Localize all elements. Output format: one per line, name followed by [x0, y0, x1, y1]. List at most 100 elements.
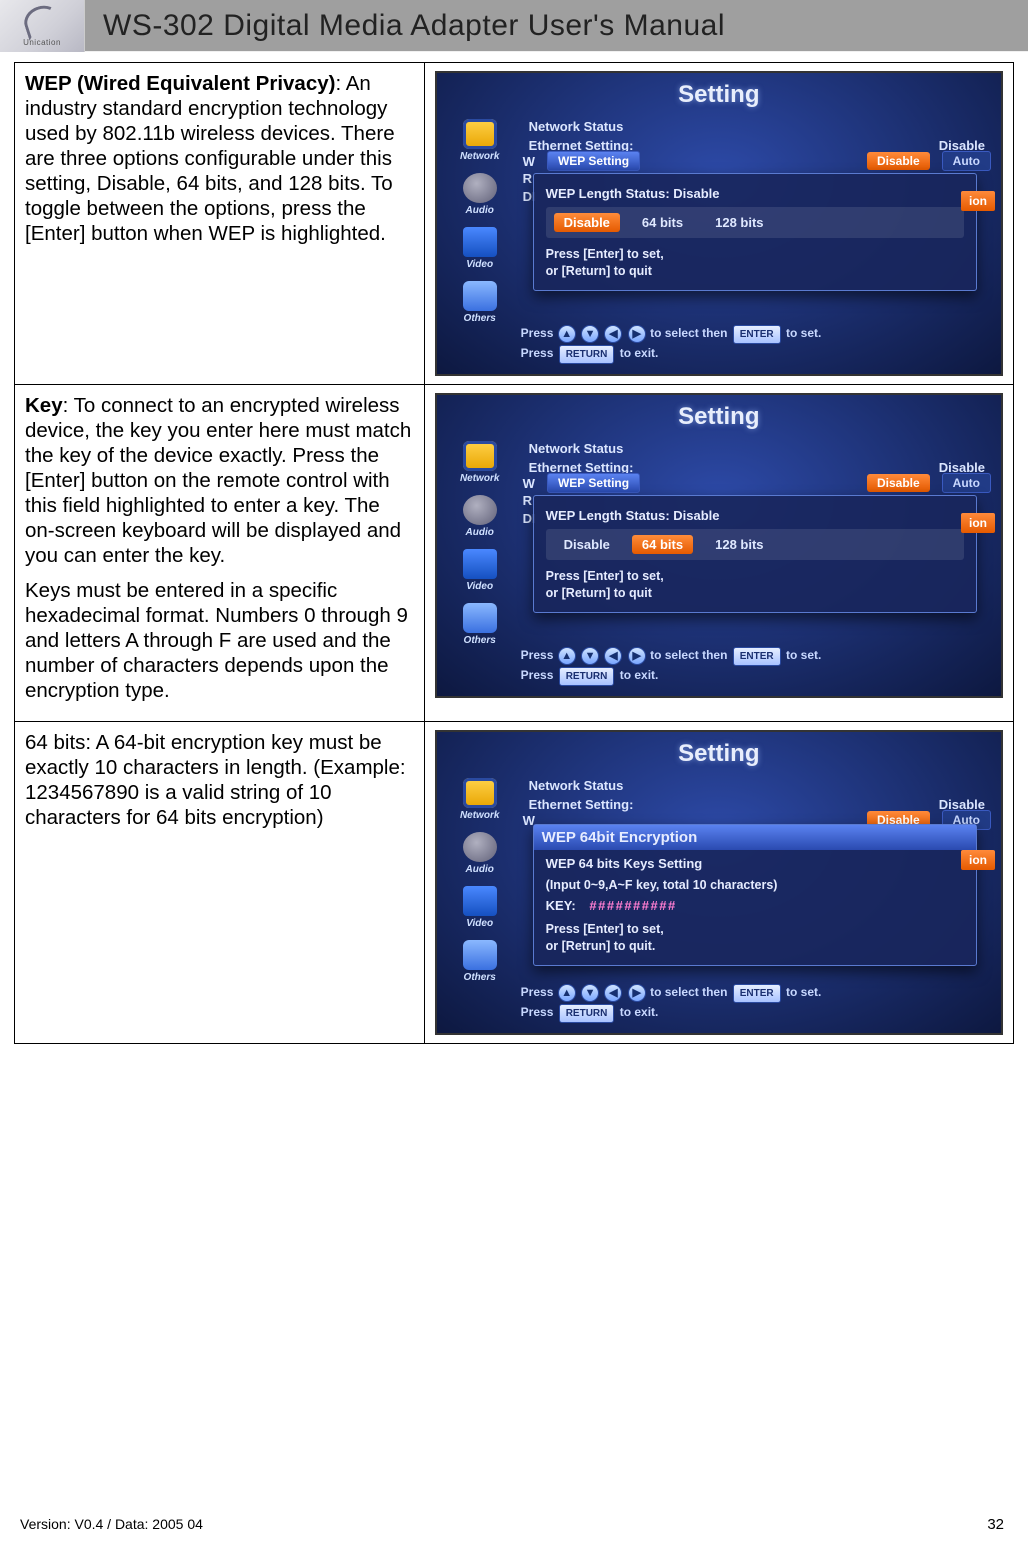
enter-keycap-icon: ENTER: [733, 984, 781, 1003]
sidebar-label: Audio: [466, 205, 494, 216]
page-header: Unication WS-302 Digital Media Adapter U…: [0, 0, 1028, 52]
dialog-hint: Press [Enter] to set,or [Return] to quit: [546, 568, 964, 602]
sidebar-item-network: Network: [445, 776, 515, 824]
network-icon: [463, 778, 497, 808]
wep-setting-label: WEP Setting: [547, 151, 640, 171]
disable-pill: Disable: [867, 152, 930, 170]
logo-swirl-icon: [20, 1, 64, 41]
description-cell: 64 bits: A 64-bit encryption key must be…: [15, 722, 425, 1044]
content-table: WEP (Wired Equivalent Privacy): An indus…: [14, 62, 1014, 1044]
enter-keycap-icon: ENTER: [733, 325, 781, 344]
help-text: to exit.: [620, 346, 659, 360]
help-text: Press: [521, 326, 557, 340]
sidebar-label: Network: [460, 473, 499, 484]
sidebar-label: Others: [464, 635, 496, 646]
sidebar-label: Network: [460, 810, 499, 821]
sidebar-label: Network: [460, 151, 499, 162]
sidebar-item-network: Network: [445, 117, 515, 165]
audio-icon: [463, 495, 497, 525]
wep-option: 64 bits: [632, 535, 693, 554]
dialog-line: WEP 64 bits Keys Setting: [546, 856, 964, 871]
arrow-left-icon: ◀: [604, 647, 622, 665]
help-text: to select then: [650, 648, 731, 662]
line-prefix: W: [523, 154, 535, 169]
return-keycap-icon: RETURN: [559, 1004, 615, 1023]
help-text: to select then: [650, 985, 731, 999]
setting-label: Network Status: [529, 778, 624, 793]
help-text: Press: [521, 648, 557, 662]
screenshot-cell: Setting Network Audio Video Others Netwo…: [424, 722, 1013, 1044]
help-text: to exit.: [620, 668, 659, 682]
others-icon: [463, 281, 497, 311]
sidebar-item-video: Video: [445, 547, 515, 595]
paragraph: WEP (Wired Equivalent Privacy): An indus…: [25, 71, 414, 246]
sidebar-label: Video: [466, 918, 493, 929]
sidebar-item-network: Network: [445, 439, 515, 487]
screen-title: Setting: [437, 740, 1001, 768]
paragraph: Key: To connect to an encrypted wireless…: [25, 393, 414, 568]
help-text: Press: [521, 346, 557, 360]
wep-option: 64 bits: [632, 213, 693, 232]
wep-status: WEP Length Status: Disable: [546, 508, 964, 523]
help-bar: Press ▲ ▼ ◀ ▶ to select then ENTER to se…: [521, 324, 989, 364]
arrow-up-icon: ▲: [558, 984, 576, 1002]
device-screenshot: Setting Network Audio Video Others Netwo…: [435, 393, 1003, 698]
video-icon: [463, 549, 497, 579]
sidebar-label: Video: [466, 581, 493, 592]
paragraph: Keys must be entered in a specific hexad…: [25, 578, 414, 703]
line-prefix: R: [523, 171, 532, 186]
auto-pill: Auto: [942, 473, 991, 493]
wep-option: Disable: [554, 535, 620, 554]
arrow-down-icon: ▼: [581, 325, 599, 343]
description-cell: Key: To connect to an encrypted wireless…: [15, 385, 425, 722]
help-text: to set.: [786, 326, 821, 340]
network-icon: [463, 441, 497, 471]
sidebar-item-others: Others: [445, 937, 515, 985]
setting-row: Network Status: [523, 439, 991, 458]
sidebar-label: Audio: [466, 527, 494, 538]
sidebar-label: Others: [464, 313, 496, 324]
ion-tag: ion: [961, 850, 995, 870]
page-number: 32: [987, 1516, 1004, 1533]
brand-logo: Unication: [0, 0, 85, 52]
screenshot-cell: Setting Network Audio Video Others Netwo…: [424, 385, 1013, 722]
screenshot-body: Network Status Ethernet Setting: Disable: [523, 776, 991, 814]
audio-icon: [463, 173, 497, 203]
audio-icon: [463, 832, 497, 862]
manual-title: WS-302 Digital Media Adapter User's Manu…: [103, 9, 725, 43]
screenshot-cell: Setting Network Audio Video Others Netwo…: [424, 63, 1013, 385]
sidebar-item-video: Video: [445, 225, 515, 273]
wep-options: Disable 64 bits 128 bits: [546, 207, 964, 238]
key-row: KEY: ##########: [546, 898, 964, 913]
others-icon: [463, 940, 497, 970]
return-keycap-icon: RETURN: [559, 667, 615, 686]
wep-options: Disable64 bits128 bits: [546, 529, 964, 560]
table-row: 64 bits: A 64-bit encryption key must be…: [15, 722, 1014, 1044]
line-prefix: R: [523, 493, 532, 508]
help-bar: Press ▲ ▼ ◀ ▶ to select then ENTER to se…: [521, 983, 989, 1023]
dialog-hint: Press [Enter] to set,or [Retrun] to quit…: [546, 921, 964, 955]
arrow-down-icon: ▼: [581, 984, 599, 1002]
dialog-hint: Press [Enter] to set,or [Return] to quit: [546, 246, 964, 280]
title-band: WS-302 Digital Media Adapter User's Manu…: [85, 0, 1028, 51]
wep-setting-label: WEP Setting: [547, 473, 640, 493]
setting-label: Network Status: [529, 441, 624, 456]
others-icon: [463, 603, 497, 633]
screenshot-sidebar: Network Audio Video Others: [445, 439, 515, 648]
screenshot-body: Network Status Ethernet Setting: Disable: [523, 439, 991, 477]
dialog-title: WEP 64bit Encryption: [534, 825, 976, 850]
sidebar-label: Video: [466, 259, 493, 270]
wep-dialog: WEP Length Status: Disable Disable64 bit…: [533, 173, 977, 291]
version-text: Version: V0.4 / Data: 2005 04: [20, 1516, 203, 1533]
sidebar-item-audio: Audio: [445, 171, 515, 219]
wep-option: 128 bits: [705, 213, 773, 232]
sidebar-item-video: Video: [445, 884, 515, 932]
video-icon: [463, 886, 497, 916]
setting-row: Network Status: [523, 776, 991, 795]
table-row: Key: To connect to an encrypted wireless…: [15, 385, 1014, 722]
wep-option: Disable: [554, 213, 620, 232]
arrow-right-icon: ▶: [628, 647, 646, 665]
device-screenshot: Setting Network Audio Video Others Netwo…: [435, 71, 1003, 376]
auto-pill: Auto: [942, 151, 991, 171]
ion-tag: ion: [961, 513, 995, 533]
